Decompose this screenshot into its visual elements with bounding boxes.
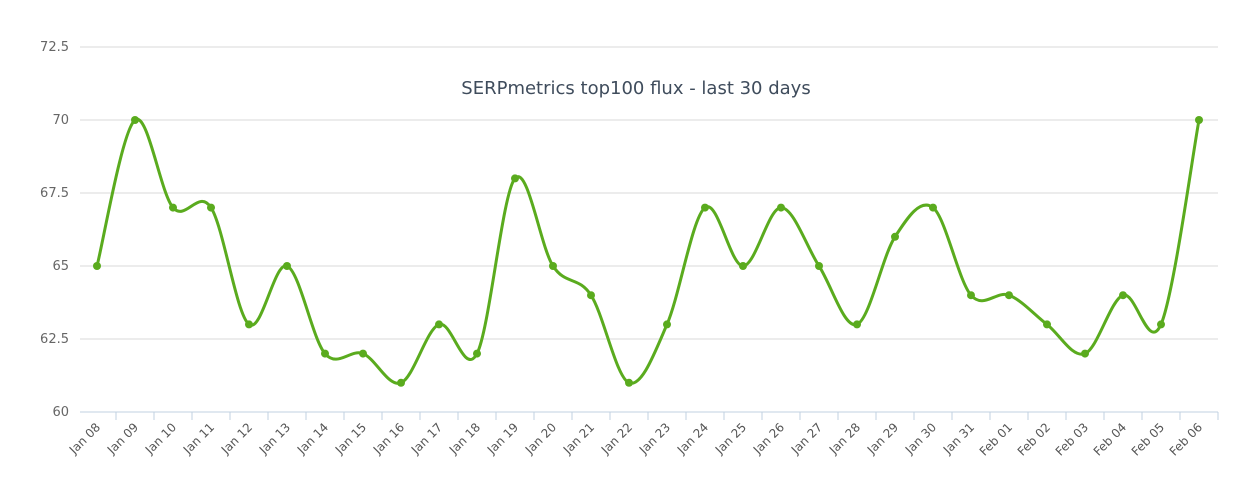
y-axis-tick-labels: 60 62.5 65 67.5 70 72.5 [40,40,69,420]
y-tick-label: 65 [52,259,69,274]
x-tick-label: Jan 15 [332,420,369,457]
chart-title: SERPmetrics top100 flux - last 30 days [461,78,810,99]
x-tick-label: Feb 01 [977,420,1015,458]
data-point[interactable] [169,203,177,212]
x-tick-label: Jan 09 [104,420,141,457]
data-point[interactable] [891,232,899,241]
data-point[interactable] [131,116,139,124]
series-flux [93,116,1203,387]
x-tick-label: Jan 23 [636,420,673,457]
x-tick-label: Jan 12 [218,420,255,457]
data-point[interactable] [359,349,367,358]
x-tick-label: Jan 24 [674,420,711,457]
x-tick-label: Feb 02 [1015,420,1053,458]
x-tick-label: Jan 14 [294,420,331,457]
x-tick-label: Jan 30 [902,420,939,457]
x-tick-label: Feb 05 [1129,420,1167,458]
x-tick-label: Jan 21 [560,420,597,457]
x-tick-label: Jan 11 [180,420,217,457]
x-tick-label: Jan 26 [750,420,787,457]
data-point[interactable] [435,320,443,329]
data-point[interactable] [397,378,405,387]
data-point[interactable] [549,262,557,270]
x-tick-label: Jan 18 [446,420,483,457]
y-tick-label: 67.5 [40,186,69,201]
x-axis-tick-labels: Jan 08 Jan 09 Jan 10 Jan 11 Jan 12 Jan 13 Jan … [66,420,1205,458]
x-tick-label: Jan 19 [484,420,521,457]
y-tick-label: 62.5 [40,332,69,347]
data-point[interactable] [473,349,481,358]
x-tick-label: Jan 20 [522,420,559,457]
data-point[interactable] [739,262,747,270]
data-point[interactable] [283,262,291,270]
y-tick-label: 70 [52,113,69,128]
x-axis [80,411,1219,420]
x-tick-label: Jan 28 [826,420,863,457]
y-tick-label: 72.5 [40,40,69,55]
data-point[interactable] [93,262,101,270]
data-point[interactable] [207,203,215,212]
x-tick-label: Jan 22 [598,420,635,457]
x-tick-label: Jan 29 [864,420,901,457]
data-point[interactable] [967,291,975,300]
x-tick-label: Jan 17 [408,420,445,457]
data-point[interactable] [1043,320,1051,329]
gridlines [80,46,1218,340]
x-tick-label: Jan 10 [142,420,179,457]
data-point[interactable] [1195,116,1203,124]
data-point[interactable] [245,320,253,329]
data-point[interactable] [1005,291,1013,300]
data-point[interactable] [587,291,595,300]
data-point[interactable] [511,174,519,183]
data-point[interactable] [853,320,861,329]
x-tick-label: Feb 06 [1167,420,1205,458]
data-point[interactable] [929,203,937,212]
data-point[interactable] [1157,320,1165,329]
data-point[interactable] [663,320,671,329]
x-tick-label: Feb 04 [1091,420,1129,458]
data-point[interactable] [1081,349,1089,358]
x-tick-label: Feb 03 [1053,420,1091,458]
data-point[interactable] [1119,291,1127,300]
data-point[interactable] [815,262,823,270]
x-tick-label: Jan 27 [788,420,825,457]
data-point[interactable] [625,378,633,387]
data-point[interactable] [701,203,709,212]
x-tick-label: Jan 25 [712,420,749,457]
y-tick-label: 60 [52,405,69,420]
x-tick-label: Jan 08 [66,420,103,457]
x-tick-label: Jan 13 [256,420,293,457]
x-tick-label: Jan 16 [370,420,407,457]
series-line [95,118,1201,385]
data-point[interactable] [777,203,785,212]
x-tick-label: Jan 31 [940,420,977,457]
data-point[interactable] [321,349,329,358]
